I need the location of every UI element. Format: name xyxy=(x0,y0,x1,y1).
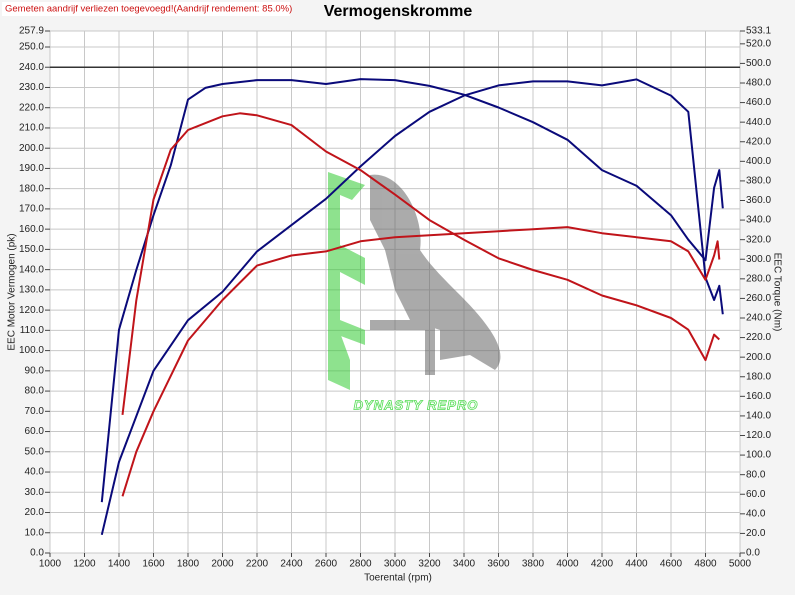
x-tick-label: 5000 xyxy=(729,559,752,570)
y-tick-label: 190.0 xyxy=(19,163,44,174)
y-tick-label: 150.0 xyxy=(19,244,44,255)
y2-tick-label: 533.1 xyxy=(746,26,771,37)
y2-tick-label: 80.0 xyxy=(746,469,766,480)
y-tick-label: 140.0 xyxy=(19,264,44,275)
y2-tick-label: 260.0 xyxy=(746,293,771,304)
y2-tick-label: 240.0 xyxy=(746,313,771,324)
y2-tick-label: 320.0 xyxy=(746,234,771,245)
y2-tick-label: 300.0 xyxy=(746,254,771,265)
x-tick-label: 4000 xyxy=(556,559,579,570)
y-tick-label: 80.0 xyxy=(25,386,45,397)
x-tick-label: 1600 xyxy=(142,559,165,570)
y-tick-label: 130.0 xyxy=(19,285,44,296)
x-tick-label: 4600 xyxy=(660,559,683,570)
y-tick-label: 170.0 xyxy=(19,204,44,215)
x-tick-label: 4200 xyxy=(591,559,614,570)
x-tick-label: 1400 xyxy=(108,559,131,570)
y2-tick-label: 460.0 xyxy=(746,97,771,108)
y2-tick-label: 140.0 xyxy=(746,411,771,422)
y-tick-label: 40.0 xyxy=(25,467,45,478)
x-tick-label: 2000 xyxy=(211,559,234,570)
y-tick-label: 10.0 xyxy=(25,527,45,538)
y2-tick-label: 120.0 xyxy=(746,430,771,441)
y2-tick-label: 100.0 xyxy=(746,450,771,461)
y-tick-label: 200.0 xyxy=(19,143,44,154)
y2-tick-label: 420.0 xyxy=(746,136,771,147)
x-tick-label: 2600 xyxy=(315,559,338,570)
y2-tick-label: 0.0 xyxy=(746,548,760,559)
y-tick-label: 20.0 xyxy=(25,507,45,518)
x-tick-label: 1800 xyxy=(177,559,200,570)
y2-tick-label: 40.0 xyxy=(746,508,766,519)
y2-tick-label: 400.0 xyxy=(746,156,771,167)
x-tick-label: 2400 xyxy=(280,559,303,570)
data-line xyxy=(121,226,721,497)
x-axis-title: Toerental (rpm) xyxy=(364,573,432,584)
y2-axis-title: EEC Torque (Nm) xyxy=(771,253,782,332)
y2-tick-label: 20.0 xyxy=(746,528,766,539)
y-tick-label: 257.9 xyxy=(19,26,44,37)
y-tick-label: 90.0 xyxy=(25,365,45,376)
y2-tick-label: 220.0 xyxy=(746,332,771,343)
y-tick-label: 70.0 xyxy=(25,406,45,417)
y-tick-label: 50.0 xyxy=(25,446,45,457)
y2-tick-label: 180.0 xyxy=(746,371,771,382)
x-tick-label: 3000 xyxy=(384,559,407,570)
note: Gemeten aandrijf verliezen toegevoegd!(A… xyxy=(5,4,292,15)
y-tick-label: 110.0 xyxy=(20,325,45,336)
x-tick-label: 2800 xyxy=(349,559,372,570)
x-tick-label: 3600 xyxy=(487,559,510,570)
watermark-logo xyxy=(328,172,501,390)
y2-tick-label: 520.0 xyxy=(746,38,771,49)
y2-tick-label: 380.0 xyxy=(746,176,771,187)
y-tick-label: 60.0 xyxy=(25,426,45,437)
logo-shape xyxy=(328,300,350,390)
y2-tick-label: 60.0 xyxy=(746,489,766,500)
note-box xyxy=(2,2,290,16)
x-tick-label: 1000 xyxy=(39,559,62,570)
y2-tick-label: 500.0 xyxy=(746,58,771,69)
watermark: DYNASTY REPRO xyxy=(354,397,479,412)
y-tick-label: 230.0 xyxy=(19,82,44,93)
y2-tick-label: 160.0 xyxy=(746,391,771,402)
y-tick-label: 220.0 xyxy=(19,102,44,113)
x-tick-label: 4400 xyxy=(625,559,648,570)
x-tick-label: 3800 xyxy=(522,559,545,570)
y2-tick-label: 480.0 xyxy=(746,78,771,89)
y-tick-label: 160.0 xyxy=(19,224,44,235)
logo-shape xyxy=(370,174,501,370)
y2-tick-label: 360.0 xyxy=(746,195,771,206)
chart-title: Vermogenskromme xyxy=(324,3,473,20)
y-tick-label: 100.0 xyxy=(19,345,44,356)
x-tick-label: 3400 xyxy=(453,559,476,570)
y-tick-label: 250.0 xyxy=(19,42,44,53)
y2-tick-label: 340.0 xyxy=(746,215,771,226)
y-axis-title: EEC Motor Vermogen (pk) xyxy=(7,233,18,350)
y-tick-label: 120.0 xyxy=(19,305,44,316)
logo-shape xyxy=(370,320,435,375)
x-tick-label: 1200 xyxy=(73,559,96,570)
x-tick-label: 3200 xyxy=(418,559,441,570)
y-tick-label: 180.0 xyxy=(19,183,44,194)
y-tick-label: 240.0 xyxy=(19,62,44,73)
data-line xyxy=(100,78,724,503)
y-tick-label: 0.0 xyxy=(30,548,44,559)
x-tick-label: 4800 xyxy=(694,559,717,570)
y2-tick-label: 440.0 xyxy=(746,117,771,128)
logo-shape xyxy=(328,172,365,345)
data-line xyxy=(121,112,720,416)
x-tick-label: 2200 xyxy=(246,559,269,570)
y2-tick-label: 200.0 xyxy=(746,352,771,363)
y-tick-label: 210.0 xyxy=(19,123,44,134)
y2-tick-label: 280.0 xyxy=(746,273,771,284)
y-tick-label: 30.0 xyxy=(25,487,45,498)
